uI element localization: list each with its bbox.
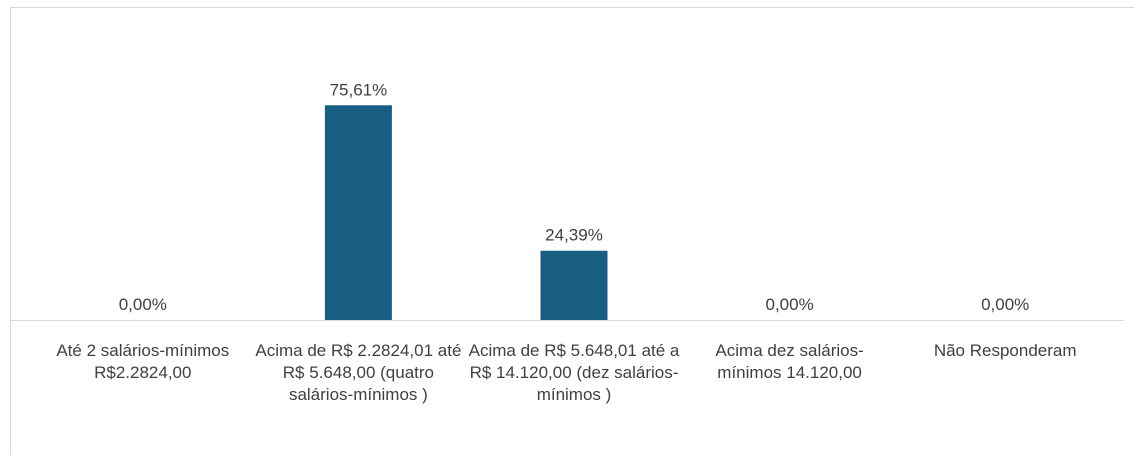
bar bbox=[540, 250, 608, 320]
data-label: 24,39% bbox=[545, 226, 603, 245]
data-label: 0,00% bbox=[119, 295, 167, 314]
x-tick-label: Acima de R$ 2.2824,01 até R$ 5.648,00 (q… bbox=[255, 341, 462, 404]
data-label: 75,61% bbox=[330, 80, 388, 99]
x-tick-label: Até 2 salários-mínimos R$2.2824,00 bbox=[56, 341, 230, 382]
data-label: 0,00% bbox=[765, 295, 813, 314]
x-tick-label: Acima dez salários-mínimos 14.120,00 bbox=[715, 341, 864, 382]
data-label: 0,00% bbox=[981, 295, 1029, 314]
bar bbox=[324, 105, 392, 320]
x-tick-label: Acima de R$ 5.648,01 até a R$ 14.120,00 … bbox=[468, 341, 680, 404]
x-tick-label: Não Responderam bbox=[933, 341, 1077, 360]
